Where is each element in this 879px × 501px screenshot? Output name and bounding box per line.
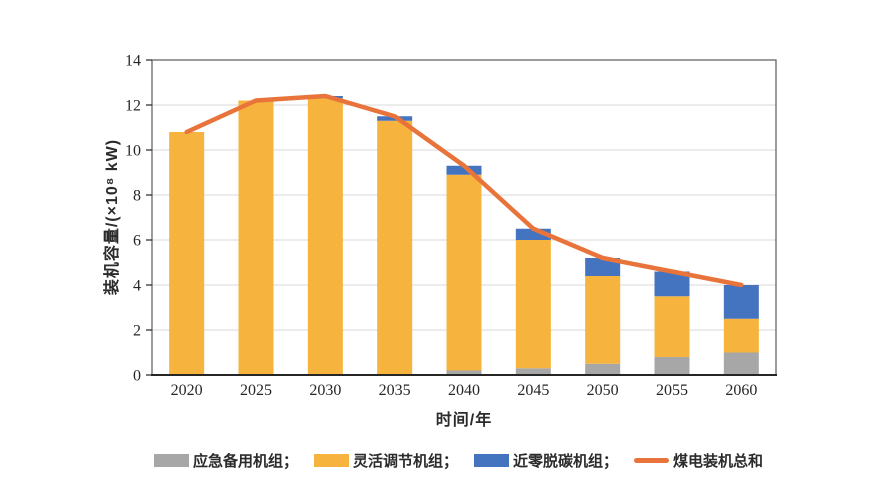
x-tick-label: 2025 bbox=[240, 382, 272, 399]
y-tick-label: 10 bbox=[125, 143, 141, 160]
x-tick-label: 2040 bbox=[448, 382, 480, 399]
bar-segment bbox=[723, 352, 759, 375]
bar-segment bbox=[585, 363, 621, 375]
total-line bbox=[184, 93, 744, 288]
legend-item: 近零脱碳机组； bbox=[474, 450, 618, 471]
bar-segment bbox=[585, 276, 621, 364]
bar-segment bbox=[307, 98, 343, 375]
bar-segment bbox=[585, 258, 621, 276]
bar-segment bbox=[515, 240, 551, 369]
legend-item: 灵活调节机组； bbox=[314, 450, 458, 471]
x-tick-label: 2045 bbox=[517, 382, 549, 399]
x-tick-label: 2055 bbox=[656, 382, 688, 399]
bar-segment bbox=[515, 368, 551, 375]
bar-segment bbox=[238, 100, 274, 375]
bar-segment bbox=[377, 120, 413, 375]
bar-segment bbox=[654, 296, 690, 357]
y-tick-label: 8 bbox=[133, 188, 141, 205]
y-tick-label: 6 bbox=[133, 233, 141, 250]
legend-label: 煤电装机总和 bbox=[673, 452, 764, 470]
x-tick-label: 2050 bbox=[587, 382, 619, 399]
legend-item: 煤电装机总和 bbox=[634, 450, 763, 471]
legend-color-swatch bbox=[314, 453, 350, 467]
y-tick-label: 0 bbox=[133, 368, 141, 385]
legend-color-swatch bbox=[474, 453, 510, 467]
bar-segment bbox=[723, 285, 759, 319]
legend-label: 灵活调节机组； bbox=[353, 452, 459, 470]
bar-segment bbox=[723, 318, 759, 353]
legend-item: 应急备用机组； bbox=[154, 450, 298, 471]
y-tick-label: 12 bbox=[125, 98, 141, 115]
x-axis-title: 时间/年 bbox=[435, 412, 493, 429]
x-tick-label: 2035 bbox=[379, 382, 411, 399]
legend: 应急备用机组； 灵活调节机组； 近零脱碳机组； 煤电装机总和 bbox=[154, 450, 763, 470]
bar-segment bbox=[654, 357, 690, 375]
legend-label: 应急备用机组； bbox=[193, 452, 299, 470]
bar-segment bbox=[515, 228, 551, 240]
legend-line-swatch bbox=[634, 457, 670, 463]
y-tick-label: 4 bbox=[133, 278, 141, 295]
bar-segment bbox=[169, 132, 205, 375]
y-axis-title: 装机容量/(×10⁸ kW) bbox=[104, 138, 121, 296]
legend-color-swatch bbox=[154, 453, 189, 467]
legend-label: 近零脱碳机组； bbox=[513, 452, 619, 470]
x-tick-label: 2060 bbox=[725, 382, 757, 399]
y-tick-label: 2 bbox=[133, 323, 141, 340]
y-tick-label: 14 bbox=[125, 53, 141, 70]
bar-segment bbox=[446, 174, 482, 371]
x-tick-label: 2020 bbox=[171, 382, 203, 399]
bar-segment bbox=[446, 165, 482, 175]
x-tick-label: 2030 bbox=[309, 382, 341, 399]
bar-segment bbox=[446, 370, 482, 375]
